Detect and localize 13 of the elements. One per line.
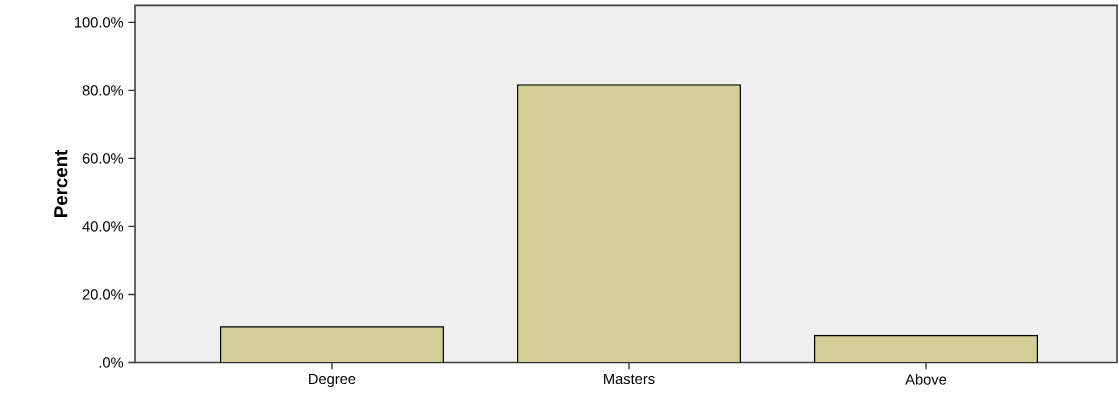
x-tick-label: Degree (309, 373, 356, 387)
x-tick-label: Above (905, 373, 947, 385)
y-tick-label: 20.0% (82, 289, 124, 300)
bar (516, 84, 741, 363)
bar (219, 326, 444, 363)
bar (814, 335, 1038, 363)
y-axis-title: Percent (54, 149, 68, 217)
y-tick-label: 60.0% (82, 153, 124, 164)
y-tick-label: 100.0% (75, 17, 124, 28)
x-tick-label: Masters (604, 373, 655, 385)
y-tick-label: 40.0% (82, 221, 124, 232)
y-tick-label: 80.0% (82, 85, 124, 96)
y-tick-label: .0% (99, 357, 124, 368)
